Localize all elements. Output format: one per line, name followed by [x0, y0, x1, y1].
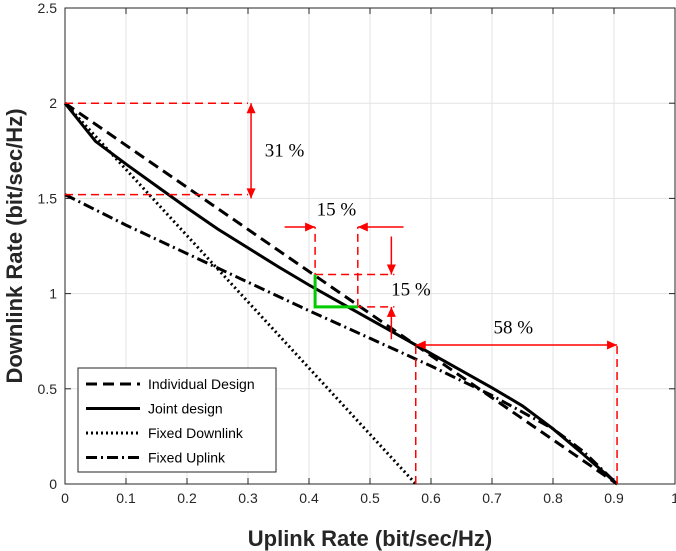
annotations: 31 % 15 % 15 % 58 %	[65, 102, 618, 484]
y-tick-label: 1.5	[38, 190, 58, 206]
arrow-15pct-h-left-head	[305, 222, 316, 232]
y-tick-label: 2	[49, 95, 57, 111]
x-axis-label: Uplink Rate (bit/sec/Hz)	[248, 526, 492, 551]
y-tick-label: 1	[49, 286, 57, 302]
arrow-58pct-head	[607, 340, 618, 350]
legend-label: Fixed Uplink	[148, 450, 226, 466]
arrow-58pct-tail	[415, 340, 426, 350]
arrow-15pct-h-right-head	[357, 222, 368, 232]
series-lines	[63, 101, 619, 486]
x-tick-label: 0.8	[543, 490, 563, 506]
x-tick-label: 0.1	[116, 490, 136, 506]
y-tick-label: 0	[49, 476, 57, 492]
legend-label: Fixed Downlink	[148, 425, 244, 441]
x-tick-label: 1	[671, 490, 676, 506]
arrow-15pct-v-bottom-head	[386, 306, 396, 317]
highlight-corner	[313, 274, 358, 309]
series-line-individual-design	[64, 101, 618, 486]
arrow-31pct-tail	[246, 188, 256, 199]
x-tick-label: 0.7	[482, 490, 502, 506]
y-tick-label: 0.5	[38, 381, 58, 397]
y-tick-label: 2.5	[38, 0, 58, 16]
annotation-15pct-horizontal: 15 %	[317, 200, 357, 221]
series-line-fixed-downlink	[63, 102, 417, 486]
legend-label: Individual Design	[148, 376, 255, 392]
y-axis-label: Downlink Rate (bit/sec/Hz)	[2, 108, 27, 383]
x-tick-label: 0	[61, 490, 69, 506]
legend-label: Joint design	[148, 401, 223, 417]
series-line-fixed-uplink	[64, 193, 619, 486]
arrow-15pct-v-top-head	[386, 264, 396, 275]
series-line-joint-design	[63, 102, 619, 486]
x-tick-label: 0.4	[299, 490, 319, 506]
x-tick-label: 0.5	[360, 490, 380, 506]
x-tick-label: 0.3	[238, 490, 258, 506]
legend: Individual Design Joint design Fixed Downl…	[77, 367, 277, 473]
x-tick-label: 0.9	[604, 490, 624, 506]
annotation-58pct: 58 %	[494, 318, 534, 339]
x-tick-label: 0.2	[177, 490, 197, 506]
x-tick-label: 0.6	[421, 490, 441, 506]
arrow-31pct-head	[246, 103, 256, 114]
annotation-31pct: 31 %	[265, 141, 305, 162]
annotation-15pct-vertical: 15 %	[391, 280, 431, 301]
